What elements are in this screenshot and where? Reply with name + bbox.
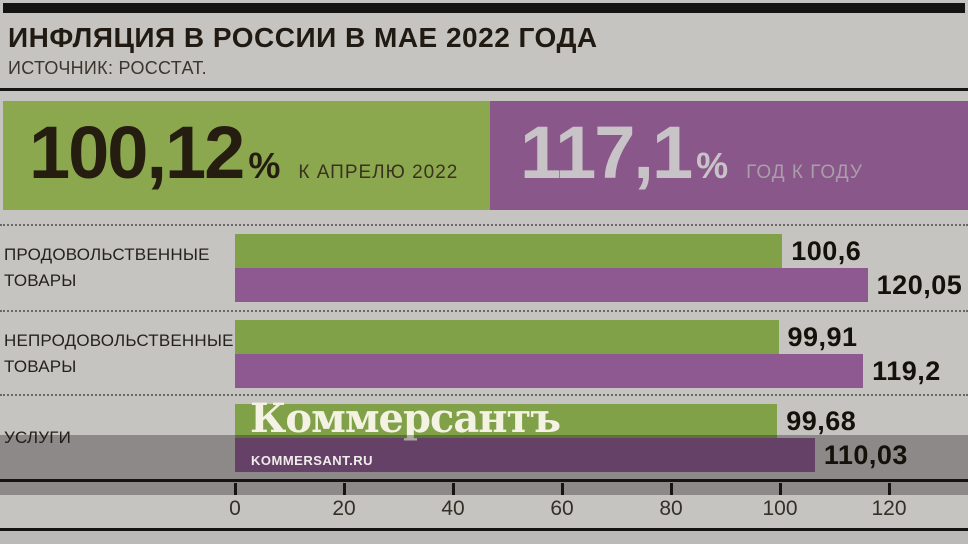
axis-tick [779,483,782,495]
top-black-bar [3,3,965,13]
percent-sign-yearly: % [696,145,729,186]
axis-tick-label: 80 [659,497,683,520]
axis-tick-label: 20 [332,497,356,520]
axis-tick-label: 0 [229,497,241,520]
bar-value-label: 100,6 [791,236,862,266]
watermark-band [0,435,968,495]
footer-strip [0,531,968,544]
axis-tick [343,483,346,495]
kommersant-logo: Коммерсантъ [250,395,561,442]
bar-value-label: 99,68 [786,406,857,436]
axis-tick [234,483,237,495]
bar-month-1 [235,234,783,268]
axis-tick-label: 100 [762,497,798,520]
percent-sign-monthly: % [248,145,281,186]
row-separator [0,310,968,312]
axis-tick-label: 120 [871,497,907,520]
bar-year-1 [235,268,868,302]
summary-caption-yearly: ГОД К ГОДУ [746,162,863,183]
bar-year-3 [235,438,815,472]
category-label: НЕПРОДОВОЛЬСТВЕННЫЕ ТОВАРЫ [4,331,234,376]
summary-card-yearly: 117,1 % ГОД К ГОДУ [490,101,968,210]
kommersant-url: KOMMERSANT.RU [251,453,374,468]
summary-value-yearly: 117,1 [520,111,693,194]
summary-value-monthly: 100,12 [29,111,245,194]
axis-tick-label: 60 [550,497,574,520]
summary-card-monthly: 100,12 % К АПРЕЛЮ 2022 [3,101,504,210]
axis-tick-label: 40 [441,497,465,520]
page-title: ИНФЛЯЦИЯ В РОССИИ В МАЕ 2022 ГОДА [8,22,598,53]
axis-tick [670,483,673,495]
bar-value-label: 120,05 [876,270,963,300]
category-label: УСЛУГИ [4,428,72,447]
bar-year-2 [235,354,864,388]
bar-value-label: 99,91 [787,322,858,352]
bar-month-3 [235,404,778,438]
summary-caption-monthly: К АПРЕЛЮ 2022 [298,162,459,183]
source-note: ИСТОЧНИК: РОССТАТ. [8,58,207,78]
axis-tick [561,483,564,495]
axis-tick [888,483,891,495]
axis-tick [452,483,455,495]
category-label: ПРОДОВОЛЬСТВЕННЫЕ ТОВАРЫ [4,245,210,290]
header-divider [0,88,968,91]
bar-value-label: 119,2 [872,356,941,386]
bar-month-2 [235,320,779,354]
axis-top-line [0,479,968,482]
row-separator [0,394,968,396]
axis-bottom-line [0,528,968,531]
bar-value-label: 110,03 [823,440,908,470]
row-separator [0,224,968,226]
